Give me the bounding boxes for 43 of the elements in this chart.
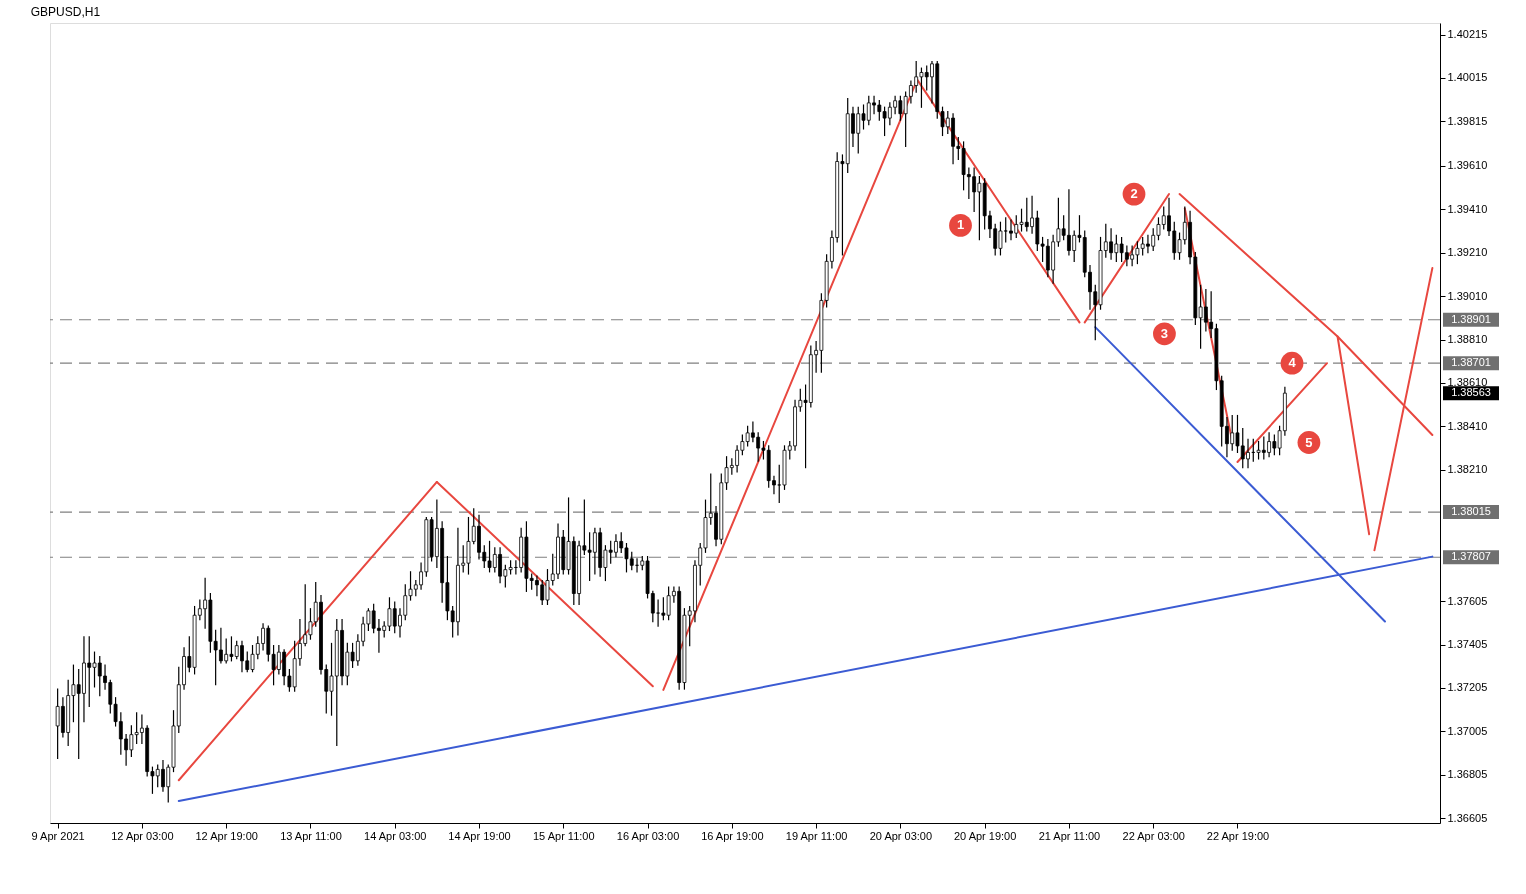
- y-tick-label: 1.38610: [1447, 376, 1488, 389]
- y-tick-label: 1.37005: [1447, 724, 1488, 737]
- y-tick-label: 1.37605: [1447, 594, 1488, 607]
- ref-line-label: 1.38701: [1451, 356, 1491, 369]
- y-tick-label: 1.39410: [1447, 202, 1488, 215]
- y-tick-label: 1.38810: [1447, 333, 1488, 346]
- y-tick-label: 1.37405: [1447, 638, 1488, 651]
- y-tick-label: 1.40215: [1447, 28, 1488, 41]
- x-tick-label: 21 Apr 11:00: [1038, 829, 1101, 842]
- y-tick-label: 1.36805: [1447, 768, 1488, 781]
- y-tick-label: 1.40015: [1447, 71, 1488, 84]
- text: 1.38563: [1451, 386, 1491, 399]
- y-tick-label: 1.39610: [1447, 159, 1488, 172]
- x-tick-label: 20 Apr 03:00: [869, 829, 933, 842]
- x-tick-label: 12 Apr 03:00: [111, 829, 174, 842]
- x-tick-label: 20 Apr 19:00: [953, 829, 1017, 842]
- text: 5: [1305, 434, 1313, 450]
- text: 1: [956, 217, 965, 233]
- y-tick-label: 1.39010: [1447, 289, 1488, 302]
- y-tick-label: 1.39210: [1447, 246, 1488, 259]
- x-tick-label: 22 Apr 03:00: [1122, 829, 1185, 842]
- y-tick-label: 1.38410: [1447, 419, 1488, 432]
- ref-line-label: 1.37807: [1451, 550, 1491, 563]
- x-tick-label: 12 Apr 19:00: [195, 829, 258, 842]
- x-tick-label: 13 Apr 11:00: [280, 829, 342, 842]
- ref-line-label: 1.38015: [1451, 505, 1491, 518]
- ref-line-label: 1.38901: [1451, 312, 1491, 325]
- y-tick-label: 1.37205: [1447, 681, 1488, 694]
- series-label: 4: [1288, 355, 1297, 371]
- series-label: 2: [1130, 186, 1138, 202]
- y-tick-label: 1.39815: [1447, 114, 1488, 127]
- x-tick-label: 16 Apr 03:00: [616, 829, 680, 842]
- y-tick-label: 1.38210: [1447, 463, 1488, 476]
- y-tick-label: 1.36605: [1447, 811, 1488, 824]
- text: 3: [1160, 325, 1169, 341]
- chart-title: GBPUSD,H1: [30, 5, 101, 19]
- x-tick-label: 14 Apr 03:00: [364, 829, 427, 842]
- x-tick-label: 15 Apr 11:00: [532, 829, 595, 842]
- x-tick-label: 16 Apr 19:00: [701, 829, 764, 842]
- x-tick-label: 14 Apr 19:00: [448, 829, 511, 842]
- x-tick-label: 19 Apr 11:00: [785, 829, 848, 842]
- x-tick-label: 22 Apr 19:00: [1206, 829, 1270, 842]
- x-tick-label: 9 Apr 2021: [31, 829, 85, 842]
